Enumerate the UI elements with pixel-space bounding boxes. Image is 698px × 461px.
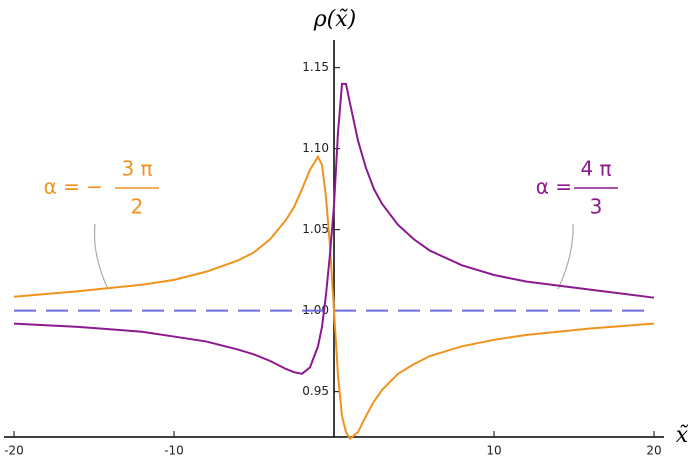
legend-label: α = [536,175,572,199]
callout-line [93,223,109,290]
x-tick-label: -20 [4,444,24,458]
y-tick-label: 1.15 [302,60,329,74]
x-tick-label: 20 [646,444,661,458]
y-tick-label: 0.95 [302,384,329,398]
legend-label: 2 [131,195,144,219]
legend-label: 3 [590,195,603,219]
legend-label: 3 π [121,157,152,181]
y-axis-label: ρ(x̃) [313,7,357,32]
x-tick-label: -10 [164,444,184,458]
x-axis-label: x̃ [676,423,689,448]
legend-label: α = − [44,175,103,199]
legend-label: 4 π [580,157,611,181]
y-tick-label: 1.05 [302,222,329,236]
y-tick-label: 1.10 [302,141,329,155]
series-line [13,154,655,441]
callout-line [557,223,574,290]
x-tick-label: 10 [486,444,501,458]
series-line [13,82,655,375]
